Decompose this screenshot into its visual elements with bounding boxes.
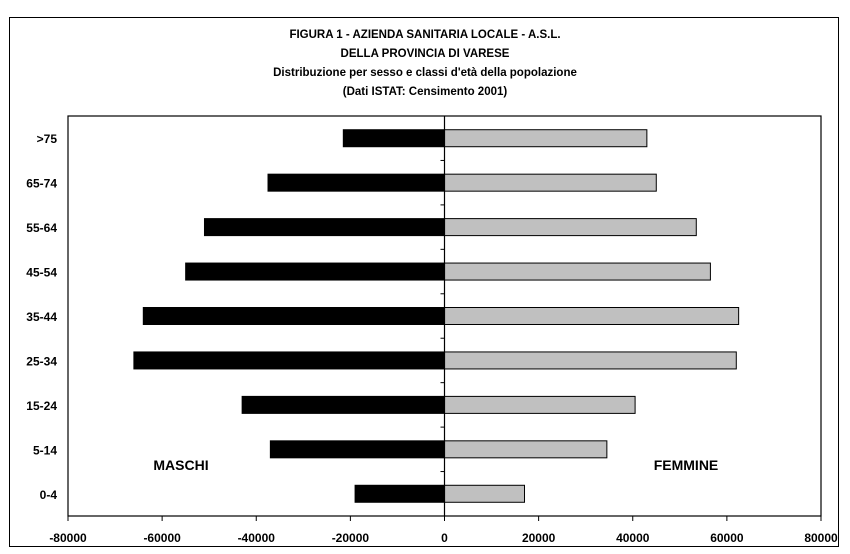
bar-femmine-over-75: [444, 129, 648, 148]
center-axis: [440, 116, 446, 516]
category-label: 0-4: [40, 488, 58, 502]
bar-maschi-25-34: [133, 351, 445, 370]
x-tick-label: 0: [441, 531, 448, 545]
bar-femmine-55-64: [444, 218, 697, 237]
chart-title-block: FIGURA 1 - AZIENDA SANITARIA LOCALE - A.…: [0, 26, 850, 102]
bar-femmine-0-4: [444, 484, 526, 503]
category-label: 5-14: [33, 443, 57, 457]
x-tick-label: 40000: [616, 531, 650, 545]
bar-maschi-55-64: [203, 218, 445, 237]
category-labels: 0-4 5-14 15-24 25-34 35-44 45-54 55-64 65-74 >75: [26, 132, 57, 502]
x-tick-label: 80000: [804, 531, 838, 545]
series-label-maschi: MASCHI: [153, 457, 208, 473]
bar-femmine-35-44: [444, 307, 740, 325]
bar-maschi-65-74: [267, 173, 445, 192]
x-axis: -80000 -60000 -40000 -20000 0 20000 40000 60000…: [49, 516, 838, 545]
x-tick-label: -20000: [332, 531, 370, 545]
chart-source-note: (Dati ISTAT: Censimento 2001): [342, 86, 508, 98]
bar-femmine-15-24: [444, 395, 636, 414]
category-label: 65-74: [26, 177, 57, 191]
category-label: 35-44: [26, 310, 57, 324]
bar-maschi-35-44: [142, 307, 446, 325]
chart-title-line-2: DELLA PROVINCIA DI VARESE: [340, 48, 510, 60]
x-tick-label: 20000: [522, 531, 556, 545]
bar-femmine-5-14: [444, 440, 608, 459]
chart-frame: [9, 17, 839, 547]
x-tick-label: -80000: [49, 531, 87, 545]
bar-maschi-over-75: [342, 129, 445, 148]
bar-femmine-45-54: [444, 262, 711, 281]
category-label: 55-64: [26, 221, 57, 235]
category-label: 25-34: [26, 354, 57, 368]
chart-subtitle: Distribuzione per sesso e classi d'età d…: [273, 67, 577, 79]
bar-maschi-0-4: [354, 484, 445, 503]
category-label: >75: [37, 132, 58, 146]
x-tick-label: -40000: [238, 531, 276, 545]
category-label: 45-54: [26, 266, 57, 280]
chart-title-line-1: FIGURA 1 - AZIENDA SANITARIA LOCALE - A.…: [289, 29, 561, 41]
category-label: 15-24: [26, 399, 57, 413]
x-tick-label: 60000: [710, 531, 744, 545]
series-label-femmine: FEMMINE: [654, 457, 719, 473]
bars-group: [133, 129, 740, 503]
bar-maschi-15-24: [241, 395, 445, 414]
bar-femmine-65-74: [444, 173, 657, 192]
bar-maschi-45-54: [185, 262, 445, 281]
bar-maschi-5-14: [269, 440, 445, 459]
bar-femmine-25-34: [444, 351, 737, 370]
x-tick-label: -60000: [143, 531, 181, 545]
